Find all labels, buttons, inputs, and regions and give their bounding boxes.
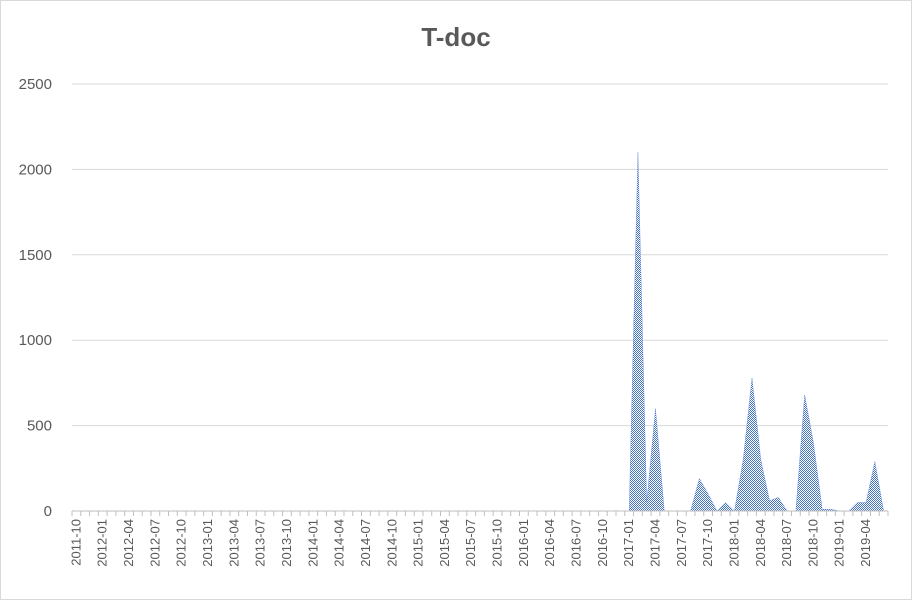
x-tick-label: 2014-07: [358, 519, 373, 567]
x-tick-label: 2017-07: [674, 519, 689, 567]
y-tick-label: 2500: [19, 76, 52, 93]
x-tick-label: 2013-04: [226, 519, 241, 567]
x-tick-label: 2018-04: [753, 519, 768, 567]
y-tick-label: 1500: [19, 247, 52, 264]
x-tick-label: 2014-01: [305, 519, 320, 567]
x-tick-label: 2016-04: [542, 519, 557, 567]
x-tick-label: 2017-04: [647, 519, 662, 567]
x-tick-label: 2015-04: [437, 519, 452, 567]
y-tick-label: 2000: [19, 161, 52, 178]
x-tick-label: 2015-10: [490, 519, 505, 567]
x-tick-label: 2018-10: [805, 519, 820, 567]
x-tick-label: 2018-07: [779, 519, 794, 567]
x-tick-label: 2013-10: [279, 519, 294, 567]
x-tick-labels: 2011-10 2012-01 2012-04 2012-07 2012-10 2013-…: [68, 519, 873, 567]
x-tick-label: 2013-07: [253, 519, 268, 567]
y-tick-label: 1000: [19, 332, 52, 349]
x-tick-label: 2014-04: [332, 519, 347, 567]
x-tick-label: 2019-04: [858, 519, 873, 567]
x-tick-label: 2019-01: [832, 519, 847, 567]
x-tick-label: 2015-01: [411, 519, 426, 567]
y-tick-label: 500: [27, 418, 52, 435]
x-tick-label: 2018-01: [726, 519, 741, 567]
x-tick-label: 2013-01: [200, 519, 215, 567]
x-tick-label: 2016-07: [569, 519, 584, 567]
x-tick-label: 2012-10: [174, 519, 189, 567]
axes: [71, 510, 889, 516]
x-tick-label: 2016-01: [516, 519, 531, 567]
x-tick-label: 2017-01: [621, 519, 636, 567]
y-tick-label: 0: [44, 503, 52, 520]
x-tick-label: 2014-10: [384, 519, 399, 567]
x-tick-label: 2012-04: [121, 519, 136, 567]
chart-title: T-doc: [421, 22, 491, 52]
x-tick-label: 2015-07: [463, 519, 478, 567]
gridlines: [72, 83, 888, 427]
x-tick-label: 2012-01: [95, 519, 110, 567]
series-area: [76, 152, 884, 512]
x-tick-label: 2016-10: [595, 519, 610, 567]
x-tick-label: 2017-10: [700, 519, 715, 567]
area-series: [76, 152, 884, 512]
x-tick-label: 2012-07: [147, 519, 162, 567]
x-tick-label: 2011-10: [68, 519, 83, 566]
y-tick-labels: 0 500 1000 1500 2000 2500: [19, 76, 52, 520]
